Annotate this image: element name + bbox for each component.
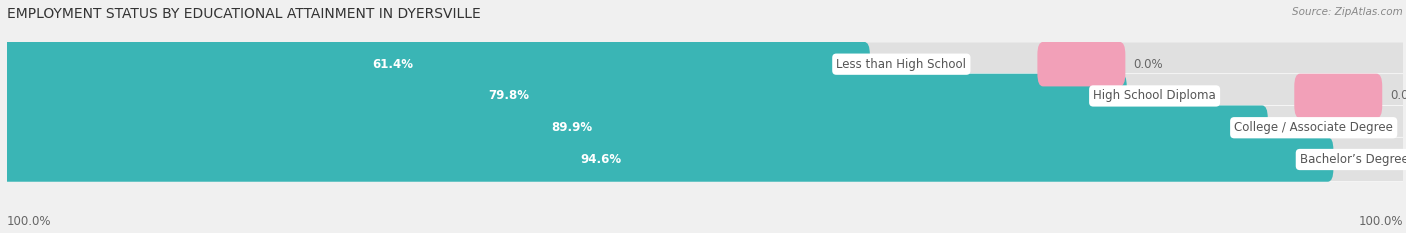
Text: Source: ZipAtlas.com: Source: ZipAtlas.com xyxy=(1292,7,1403,17)
FancyBboxPatch shape xyxy=(1295,74,1382,118)
Text: 100.0%: 100.0% xyxy=(7,215,52,228)
Text: 79.8%: 79.8% xyxy=(488,89,529,103)
FancyBboxPatch shape xyxy=(1,106,1406,150)
FancyBboxPatch shape xyxy=(1038,42,1125,86)
Text: College / Associate Degree: College / Associate Degree xyxy=(1234,121,1393,134)
Text: High School Diploma: High School Diploma xyxy=(1094,89,1216,103)
Text: 0.0%: 0.0% xyxy=(1391,89,1406,103)
Text: 100.0%: 100.0% xyxy=(1358,215,1403,228)
FancyBboxPatch shape xyxy=(1,137,1333,182)
Text: 94.6%: 94.6% xyxy=(581,153,621,166)
Legend: In Labor Force, Unemployed: In Labor Force, Unemployed xyxy=(598,230,813,233)
FancyBboxPatch shape xyxy=(1,42,1406,86)
Text: EMPLOYMENT STATUS BY EDUCATIONAL ATTAINMENT IN DYERSVILLE: EMPLOYMENT STATUS BY EDUCATIONAL ATTAINM… xyxy=(7,7,481,21)
FancyBboxPatch shape xyxy=(1,74,1406,118)
Text: Less than High School: Less than High School xyxy=(837,58,966,71)
Text: 0.0%: 0.0% xyxy=(1133,58,1163,71)
Text: Bachelor’s Degree or higher: Bachelor’s Degree or higher xyxy=(1301,153,1406,166)
FancyBboxPatch shape xyxy=(1,106,1268,150)
FancyBboxPatch shape xyxy=(1,74,1126,118)
Text: 61.4%: 61.4% xyxy=(373,58,413,71)
FancyBboxPatch shape xyxy=(1,42,870,86)
Text: 89.9%: 89.9% xyxy=(551,121,592,134)
FancyBboxPatch shape xyxy=(1,137,1406,182)
